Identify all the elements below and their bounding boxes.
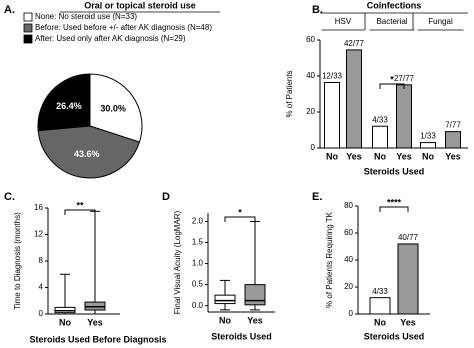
value-label: 4/33: [372, 115, 388, 124]
y-tick-label: 16: [34, 203, 43, 212]
y-axis-label: Time to Diagnosis (months): [13, 212, 22, 310]
significance: *: [390, 74, 394, 84]
bar: [324, 81, 340, 149]
decoration: [379, 206, 409, 212]
box: [214, 294, 236, 305]
value-label: 27/77: [394, 74, 415, 83]
bar: [396, 84, 412, 149]
panel-label: D: [162, 191, 170, 203]
y-tick-label: 4: [39, 283, 44, 292]
decoration: [379, 83, 405, 89]
pie-slice: [37, 125, 141, 179]
x-tick-label: Yes: [346, 151, 362, 161]
x-axis-label: Steroids Used: [364, 331, 425, 341]
x-tick-label: Yes: [247, 315, 263, 325]
slice-label: 43.6%: [74, 149, 100, 159]
panel-label: B.: [312, 4, 323, 16]
decoration: [224, 216, 256, 222]
bar: [372, 125, 388, 149]
slice-label: 30.0%: [100, 104, 126, 114]
y-tick-label: 60: [306, 35, 315, 44]
x-tick-label: Yes: [396, 151, 412, 161]
pie-slice: [37, 73, 91, 132]
y-tick-label: 0: [349, 309, 354, 318]
y-axis-label: Final Visual Acuity (LogMAR): [173, 210, 182, 314]
x-tick-label: No: [59, 317, 71, 327]
bar: [420, 142, 436, 149]
significance: **: [76, 200, 84, 210]
y-tick-label: 80: [344, 201, 353, 210]
x-tick-label: No: [422, 151, 434, 161]
x-axis-label: Steroids Used Before Diagnosis: [29, 334, 166, 344]
group-label: Fungal: [428, 17, 453, 26]
x-tick-label: Yes: [445, 151, 461, 161]
x-tick-label: Yes: [400, 317, 416, 327]
legend-label: Before: Used before +/- after AK diagnos…: [35, 23, 212, 32]
value-label: 12/33: [322, 72, 343, 81]
legend-label: None: No steroid use (N=33): [35, 12, 137, 21]
y-tick-label: 20: [306, 107, 315, 116]
x-tick-label: No: [374, 151, 386, 161]
chart-title: Oral or topical steroid use: [84, 0, 196, 10]
group-label: Bacterial: [376, 17, 407, 26]
y-tick-label: 60: [344, 228, 353, 237]
legend-swatch: [23, 34, 33, 44]
value-label: 7/77: [445, 121, 461, 130]
value-label: 42/77: [344, 39, 365, 48]
y-axis-label: % of Patients: [285, 70, 294, 117]
legend-label: After: Used only after AK diagnosis (N=2…: [35, 34, 186, 43]
x-axis-label: Steroids Used: [364, 166, 425, 176]
y-tick-label: 0.0: [192, 301, 204, 310]
group-label: HSV: [335, 17, 352, 26]
y-axis-label: % of Patients Requiring TK: [325, 211, 334, 308]
y-tick-label: 40: [344, 255, 353, 264]
y-tick-label: 1.0: [192, 259, 204, 268]
y-tick-label: 40: [306, 71, 315, 80]
value-label: 4/33: [372, 287, 388, 296]
y-tick-label: 0: [311, 143, 316, 152]
y-tick-label: 1.5: [192, 238, 204, 247]
x-tick-label: No: [374, 317, 386, 327]
chart-title: Coinfections: [367, 0, 422, 10]
y-tick-label: 0: [39, 309, 44, 318]
x-axis-label: Steroids Used: [211, 331, 272, 341]
box: [244, 284, 266, 306]
decoration: [64, 209, 96, 215]
significance: *: [238, 207, 242, 217]
bar: [445, 131, 461, 149]
bar: [369, 297, 391, 315]
slice-label: 26.4%: [56, 101, 82, 111]
value-label: 40/77: [398, 233, 419, 242]
y-tick-label: 8: [39, 256, 44, 265]
x-tick-label: No: [219, 315, 231, 325]
value-label: 1/33: [420, 132, 436, 141]
x-tick-label: No: [326, 151, 338, 161]
panel-label: C.: [4, 191, 15, 203]
legend-swatch: [23, 12, 33, 22]
y-tick-label: 0.5: [192, 280, 204, 289]
significance: ****: [387, 197, 402, 207]
bar: [346, 49, 362, 149]
panel-label: E.: [312, 191, 322, 203]
y-tick-label: 12: [34, 230, 43, 239]
bar: [397, 243, 419, 315]
y-tick-label: 2.0: [192, 217, 204, 226]
x-tick-label: Yes: [87, 317, 103, 327]
y-tick-label: 20: [344, 282, 353, 291]
pie-slice: [89, 73, 143, 143]
legend-swatch: [23, 23, 33, 33]
panel-label: A.: [4, 4, 15, 16]
